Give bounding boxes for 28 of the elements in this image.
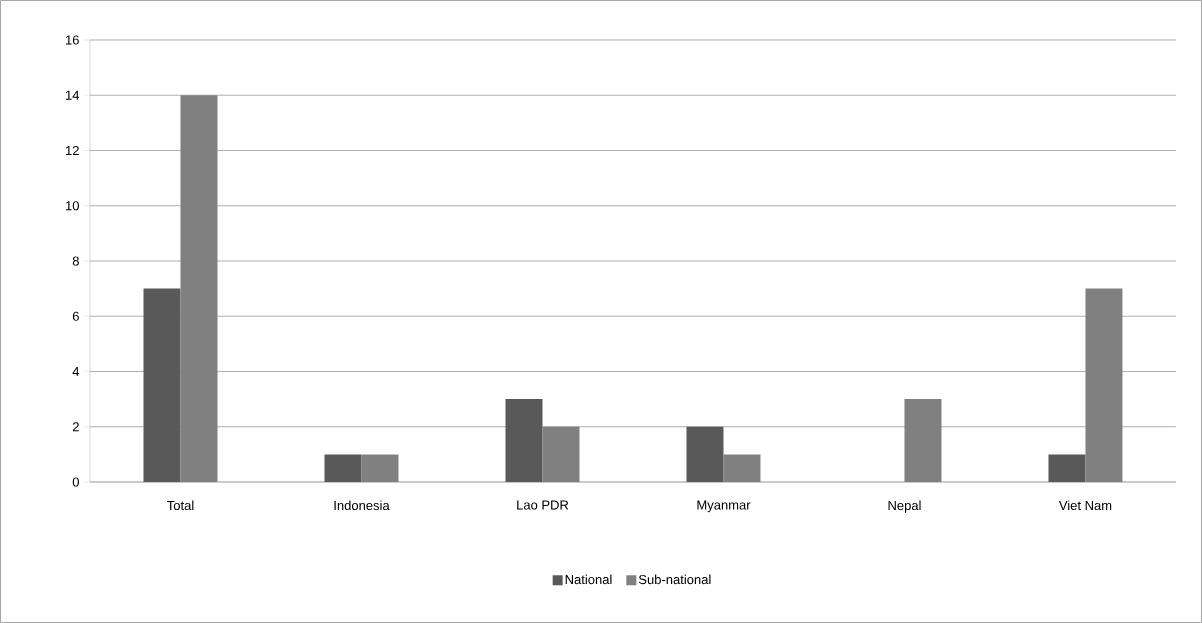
- x-tick-label: Indonesia: [334, 500, 390, 511]
- bar: [542, 426, 580, 482]
- x-tick-label: Lao PDR: [517, 500, 569, 510]
- y-tick-label: 2: [72, 422, 79, 432]
- y-tick-label: 6: [72, 311, 79, 321]
- y-tick-label: 4: [72, 367, 80, 376]
- y-tick-label: 10: [65, 201, 79, 211]
- legend-label: Sub-national: [638, 574, 711, 585]
- x-tick-label: Total: [167, 500, 194, 511]
- bar: [180, 95, 218, 482]
- bar: [143, 288, 181, 482]
- x-tick-label: Myanmar: [697, 500, 751, 513]
- y-tick-label: 16: [65, 35, 79, 45]
- y-tick-label: 14: [65, 90, 80, 100]
- y-tick-label: 0: [72, 477, 79, 487]
- bar: [1085, 288, 1123, 482]
- bar: [324, 454, 362, 482]
- y-tick-label: 12: [65, 145, 79, 156]
- bar: [904, 399, 942, 482]
- bar: [686, 426, 724, 482]
- x-tick-label: Viet Nam: [1058, 500, 1112, 511]
- x-tick-label: Nepal: [888, 500, 921, 513]
- bar: [505, 399, 543, 482]
- bar: [723, 454, 761, 482]
- y-tick-label: 8: [72, 256, 79, 266]
- bar: [361, 454, 399, 482]
- bar: [1048, 454, 1086, 482]
- legend-label: National: [565, 574, 612, 585]
